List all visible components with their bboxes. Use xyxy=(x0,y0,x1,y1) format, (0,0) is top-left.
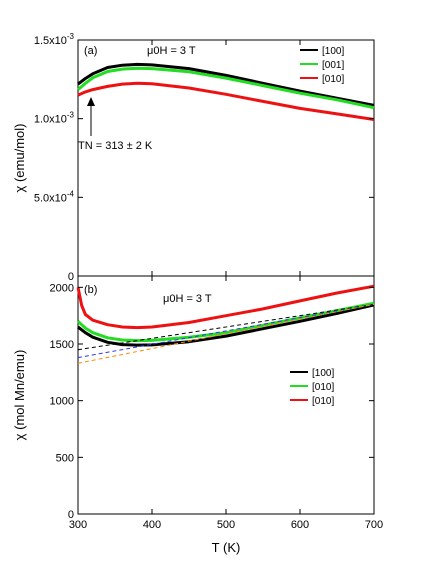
tn-arrow-head xyxy=(87,97,95,106)
axis-ticks: 0 5.0x10-4 1.0x10-3 1.5x10-3 0 500 1000 1500 200… xyxy=(34,32,383,531)
y-tick-label-a-1: 5.0x10-4 xyxy=(34,189,75,204)
x-tick-label-1: 400 xyxy=(143,519,161,531)
panel-b-series-line-4 xyxy=(77,303,375,359)
legend-label-a-1: [001] xyxy=(322,60,344,71)
panel-b-series-line-3 xyxy=(77,303,375,351)
panel-a-legend: [100] [001] [010] xyxy=(300,46,344,85)
legend-label-b-0: [100] xyxy=(312,368,334,379)
x-tick-label-3: 600 xyxy=(291,519,309,531)
x-axis-title: T (K) xyxy=(212,540,241,555)
panel-a-series-line-0 xyxy=(77,62,375,107)
y-tick-label-a-2: 1.0x10-3 xyxy=(34,111,75,126)
y-tick-label-b-4: 2000 xyxy=(50,282,74,294)
y-tick-label-b-1: 500 xyxy=(56,452,74,464)
legend-label-a-2: [010] xyxy=(322,74,344,85)
panel-b-field-annotation: μ0H = 3 T xyxy=(163,293,212,305)
panel-a-series xyxy=(77,62,375,121)
y-tick-label-b-3: 1500 xyxy=(50,339,74,351)
x-tick-label-0: 300 xyxy=(69,519,87,531)
panel-a-label: (a) xyxy=(84,45,97,57)
panel-a-field-annotation: μ0H = 3 T xyxy=(147,45,196,57)
y-tick-label-a-0: 0 xyxy=(68,271,74,283)
legend-label-b-2: [010] xyxy=(312,396,334,407)
legend-label-b-1: [010] xyxy=(312,382,334,393)
panel-a-series-line-2 xyxy=(77,81,375,121)
panel-b-y-axis-title: χ (mol Mn/emu) xyxy=(12,350,27,441)
legend-label-a-0: [100] xyxy=(322,46,344,57)
panel-a-tn-annotation: TN = 313 ± 2 K xyxy=(78,140,153,152)
x-tick-label-2: 500 xyxy=(217,519,235,531)
y-tick-label-b-0: 0 xyxy=(68,509,74,521)
panel-b-series xyxy=(76,284,375,364)
panel-a-y-axis-title: χ (emu/mol) xyxy=(12,124,27,193)
panel-b-series-line-5 xyxy=(77,303,375,364)
panel-b-series-line-2 xyxy=(76,284,375,330)
y-tick-label-a-3: 1.5x10-3 xyxy=(34,32,75,47)
panel-b-label: (b) xyxy=(84,284,97,296)
panel-b-series-line-0 xyxy=(77,303,375,347)
panel-b-legend: [100] [010] [010] xyxy=(290,368,334,407)
y-tick-label-b-2: 1000 xyxy=(50,396,74,408)
x-tick-label-4: 700 xyxy=(365,519,383,531)
panel-a-series-line-1 xyxy=(77,66,375,110)
